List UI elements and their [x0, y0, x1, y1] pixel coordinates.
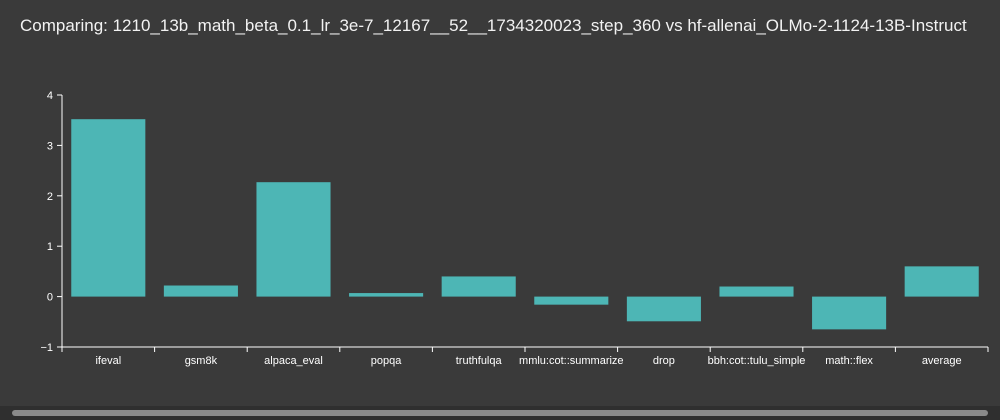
y-tick-label: 3 [47, 140, 53, 152]
chart-bars [71, 119, 979, 330]
x-tick-label: mmlu:cot::summarize [519, 355, 624, 367]
x-tick-label: truthfulqa [456, 355, 503, 367]
bar-mmlu-cot-summarize [534, 296, 609, 305]
y-tick-label: 4 [47, 90, 53, 102]
x-tick-label: alpaca_eval [264, 355, 323, 367]
scrollbar-thumb[interactable] [12, 410, 988, 416]
y-tick-labels: −1 0 1 2 3 4 [40, 90, 53, 354]
x-tick-label: math::flex [825, 355, 873, 367]
bar-ifeval [71, 119, 146, 297]
bar-average [904, 266, 979, 297]
page-title: Comparing: 1210_13b_math_beta_0.1_lr_3e-… [20, 16, 967, 35]
x-tick-label: drop [653, 355, 675, 367]
bar-popqa [349, 293, 424, 297]
bar-drop [626, 296, 701, 322]
x-tick-label: ifeval [95, 355, 121, 367]
y-tick-label: 0 [47, 292, 53, 304]
x-tick-labels: ifeval gsm8k alpaca_eval popqa truthfulqa mml… [95, 355, 961, 367]
bar-alpaca-eval [256, 182, 331, 297]
x-tick-label: popqa [371, 355, 402, 367]
bar-gsm8k [163, 285, 238, 297]
y-tick-label: 2 [47, 191, 53, 203]
bar-math-flex [812, 296, 887, 330]
x-tick-label: bbh:cot::tulu_simple [708, 355, 806, 367]
chart-axes [57, 94, 989, 352]
y-tick-label: −1 [40, 342, 53, 354]
bar-bbh-cot-tulu-simple [719, 286, 794, 297]
x-tick-label: average [922, 355, 962, 367]
x-tick-label: gsm8k [185, 355, 218, 367]
bar-truthfulqa [441, 276, 516, 297]
horizontal-scrollbar[interactable] [0, 406, 1000, 420]
y-tick-label: 1 [47, 241, 53, 253]
